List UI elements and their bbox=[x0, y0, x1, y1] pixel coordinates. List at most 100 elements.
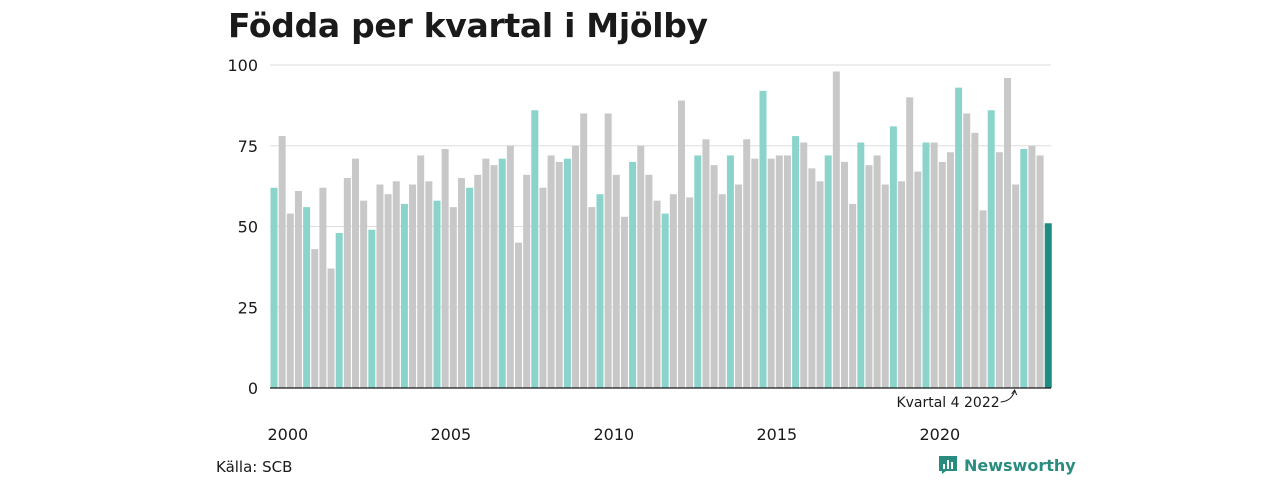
y-tick-label-25: 25 bbox=[238, 298, 258, 317]
bar-2011-q3 bbox=[645, 174, 653, 388]
bar-2006-q1 bbox=[466, 187, 474, 388]
bar-2017-q4 bbox=[849, 203, 857, 388]
bar-2014-q1 bbox=[726, 155, 734, 388]
bar-2001-q4 bbox=[327, 268, 335, 388]
bar-2000-q2 bbox=[278, 136, 286, 388]
x-tick-label-2010: 2010 bbox=[594, 425, 635, 444]
bar-2000-q1 bbox=[270, 187, 278, 388]
bar-2022-q3 bbox=[1004, 77, 1011, 389]
bar-2008-q1 bbox=[531, 110, 539, 388]
bar-2021-q3 bbox=[971, 132, 979, 388]
annotation-arrow bbox=[1000, 390, 1016, 403]
bar-2015-q2 bbox=[767, 158, 775, 388]
bar-2016-q3 bbox=[808, 168, 816, 388]
bar-2015-q3 bbox=[775, 155, 783, 388]
bar-2003-q2 bbox=[376, 184, 384, 388]
bar-2013-q1 bbox=[694, 155, 702, 388]
bar-2020-q3 bbox=[938, 161, 946, 388]
bar-2016-q4 bbox=[816, 181, 824, 388]
bar-2004-q1 bbox=[400, 203, 408, 388]
bar-2007-q3 bbox=[515, 242, 522, 388]
bar-2018-q2 bbox=[865, 165, 873, 388]
bar-2003-q4 bbox=[392, 181, 400, 388]
bar-2001-q2 bbox=[311, 249, 319, 388]
bar-2003-q1 bbox=[368, 229, 376, 388]
bar-2020-q4 bbox=[946, 152, 954, 388]
bar-2012-q3 bbox=[678, 100, 685, 388]
bar-2000-q3 bbox=[286, 213, 294, 388]
bar-2003-q3 bbox=[384, 194, 392, 388]
x-tick-label-2000: 2000 bbox=[268, 425, 309, 444]
brand-logo[interactable]: Newsworthy bbox=[938, 455, 1076, 475]
bar-2017-q2 bbox=[832, 71, 840, 389]
bar-2010-q2 bbox=[604, 113, 612, 388]
bar-2017-q3 bbox=[841, 161, 848, 388]
bar-2022-q1 bbox=[987, 110, 995, 388]
bar-2006-q4 bbox=[490, 165, 498, 388]
bar-2006-q3 bbox=[482, 158, 490, 388]
bar-2007-q4 bbox=[523, 174, 531, 388]
axes: 0 25 50 75 100 2000 2005 2010 2015 2020 Kvartal 4 … bbox=[227, 56, 1051, 444]
bar-2013-q3 bbox=[710, 165, 718, 388]
bar-2001-q3 bbox=[319, 187, 327, 388]
bar-2012-q1 bbox=[661, 213, 669, 388]
y-tick-label-100: 100 bbox=[227, 56, 258, 75]
bar-2011-q4 bbox=[653, 200, 661, 388]
bar-2019-q4 bbox=[914, 171, 922, 388]
bar-2015-q1 bbox=[759, 90, 767, 388]
bar-2009-q3 bbox=[580, 113, 588, 388]
source-label: Källa: SCB bbox=[216, 458, 293, 476]
bar-2008-q4 bbox=[555, 161, 563, 388]
bars bbox=[270, 71, 1052, 389]
bar-2010-q4 bbox=[620, 216, 628, 388]
bar-2023-q1 bbox=[1020, 148, 1028, 388]
bar-2014-q4 bbox=[751, 158, 759, 388]
bar-2013-q2 bbox=[702, 139, 710, 388]
bar-2005-q1 bbox=[433, 200, 441, 388]
bar-2002-q2 bbox=[343, 178, 351, 388]
bar-2000-q4 bbox=[294, 190, 302, 388]
bar-2008-q2 bbox=[539, 187, 547, 388]
y-tick-label-75: 75 bbox=[238, 137, 258, 156]
bar-2004-q3 bbox=[417, 155, 425, 388]
brand-name: Newsworthy bbox=[964, 455, 1076, 475]
bar-2014-q2 bbox=[735, 184, 743, 388]
x-tick-label-2005: 2005 bbox=[431, 425, 472, 444]
bar-2002-q3 bbox=[352, 158, 359, 388]
bar-2020-q2 bbox=[930, 142, 938, 388]
bar-2021-q1 bbox=[955, 87, 963, 389]
annotation-arrowhead bbox=[1011, 388, 1018, 396]
newsworthy-icon bbox=[939, 456, 957, 474]
bar-2004-q4 bbox=[425, 181, 433, 388]
bar-2007-q2 bbox=[506, 145, 514, 388]
bar-2005-q2 bbox=[441, 148, 449, 388]
chart-title: Födda per kvartal i Mjölby bbox=[228, 6, 708, 45]
bar-2008-q3 bbox=[547, 155, 555, 388]
bar-2018-q3 bbox=[873, 155, 881, 388]
bar-2016-q2 bbox=[800, 142, 808, 388]
bar-2020-q1 bbox=[922, 142, 930, 388]
bar-2002-q4 bbox=[360, 200, 368, 388]
bar-2019-q2 bbox=[898, 181, 906, 388]
bar-2021-q2 bbox=[963, 113, 971, 388]
bar-2018-q1 bbox=[857, 142, 865, 388]
bar-2010-q3 bbox=[612, 174, 620, 388]
bar-2018-q4 bbox=[881, 184, 889, 388]
annotation-label: Kvartal 4 2022 bbox=[896, 395, 999, 411]
bar-2022-q4 bbox=[1012, 184, 1020, 388]
x-tick-label-2020: 2020 bbox=[920, 425, 961, 444]
bar-2015-q4 bbox=[783, 155, 791, 388]
bar-2014-q3 bbox=[743, 139, 751, 388]
bar-2006-q2 bbox=[474, 174, 482, 388]
bar-2022-q2 bbox=[995, 152, 1003, 388]
y-tick-label-0: 0 bbox=[248, 379, 258, 398]
bar-2010-q1 bbox=[596, 194, 604, 388]
bar-2011-q1 bbox=[629, 161, 637, 388]
bar-2007-q1 bbox=[498, 158, 506, 388]
bar-2009-q2 bbox=[572, 145, 580, 388]
bar-2013-q4 bbox=[718, 194, 726, 388]
bar-2005-q3 bbox=[449, 207, 457, 388]
bar-2017-q1 bbox=[824, 155, 832, 388]
bar-2023-q4 bbox=[1044, 223, 1052, 388]
